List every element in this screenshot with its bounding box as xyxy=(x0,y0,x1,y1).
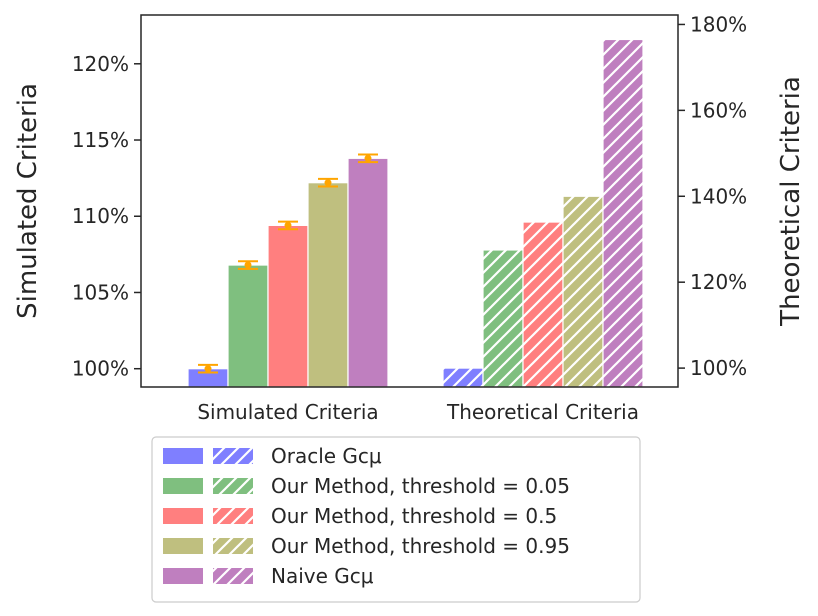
bar-theoretical-hatch-4 xyxy=(603,39,643,388)
errorbar-marker-4 xyxy=(364,154,372,162)
right-axis-label: Theoretical Criteria xyxy=(776,76,806,327)
bar-simulated-3 xyxy=(307,182,349,388)
legend-frame xyxy=(151,436,641,603)
error-bars xyxy=(198,153,378,374)
legend-swatch-solid-2 xyxy=(163,508,203,524)
right-tick-label-1: 120% xyxy=(690,270,747,294)
left-tick-label-1: 105% xyxy=(72,280,129,304)
bar-theoretical-hatch-0 xyxy=(443,368,483,387)
left-tick-label-0: 100% xyxy=(72,357,129,381)
bar-simulated-4 xyxy=(347,157,389,388)
left-axis-ticks: 100% 105% 110% 115% 120% xyxy=(72,52,141,381)
right-tick-label-0: 100% xyxy=(690,356,747,380)
right-axis-ticks: 100% 120% 140% 160% 180% xyxy=(678,12,747,380)
errorbar-marker-1 xyxy=(244,261,252,269)
legend-label-2: Our Method, threshold = 0.5 xyxy=(271,504,557,528)
bar-simulated-1 xyxy=(227,264,269,388)
legend-swatch-hatch-overlay-4 xyxy=(213,568,253,584)
bar-theoretical-hatch-3 xyxy=(563,196,603,387)
errorbar-marker-2 xyxy=(284,221,292,229)
left-tick-label-2: 110% xyxy=(72,204,129,228)
left-tick-label-4: 120% xyxy=(72,52,129,76)
bar-theoretical-hatch-2 xyxy=(523,222,563,387)
errorbar-marker-0 xyxy=(204,365,212,373)
legend: Oracle Gcμ Our Method, threshold = 0.05 Ou… xyxy=(151,436,641,603)
legend-swatch-hatch-overlay-2 xyxy=(213,508,253,524)
legend-swatch-hatch-overlay-1 xyxy=(213,478,253,494)
legend-label-1: Our Method, threshold = 0.05 xyxy=(271,474,570,498)
legend-swatch-solid-1 xyxy=(163,478,203,494)
errorbar-marker-3 xyxy=(324,179,332,187)
right-tick-label-3: 160% xyxy=(690,98,747,122)
x-tick-label-simulated: Simulated Criteria xyxy=(197,400,378,424)
bar-theoretical-hatch-1 xyxy=(483,249,523,387)
left-tick-label-3: 115% xyxy=(72,128,129,152)
x-tick-label-theoretical: Theoretical Criteria xyxy=(446,400,639,424)
right-tick-label-2: 140% xyxy=(690,184,747,208)
legend-label-3: Our Method, threshold = 0.95 xyxy=(271,534,570,558)
legend-swatch-hatch-overlay-0 xyxy=(213,448,253,464)
plot-frame xyxy=(140,14,679,388)
legend-swatch-solid-3 xyxy=(163,538,203,554)
simulated-bars xyxy=(187,157,389,388)
legend-swatch-solid-4 xyxy=(163,568,203,584)
bar-simulated-2 xyxy=(267,224,309,388)
legend-swatch-hatch-overlay-3 xyxy=(213,538,253,554)
legend-swatch-solid-0 xyxy=(163,448,203,464)
legend-label-0: Oracle Gcμ xyxy=(271,444,382,468)
legend-label-4: Naive Gcμ xyxy=(271,564,374,588)
left-axis-label: Simulated Criteria xyxy=(13,83,43,319)
right-tick-label-4: 180% xyxy=(690,12,747,36)
theoretical-bars xyxy=(442,38,644,388)
